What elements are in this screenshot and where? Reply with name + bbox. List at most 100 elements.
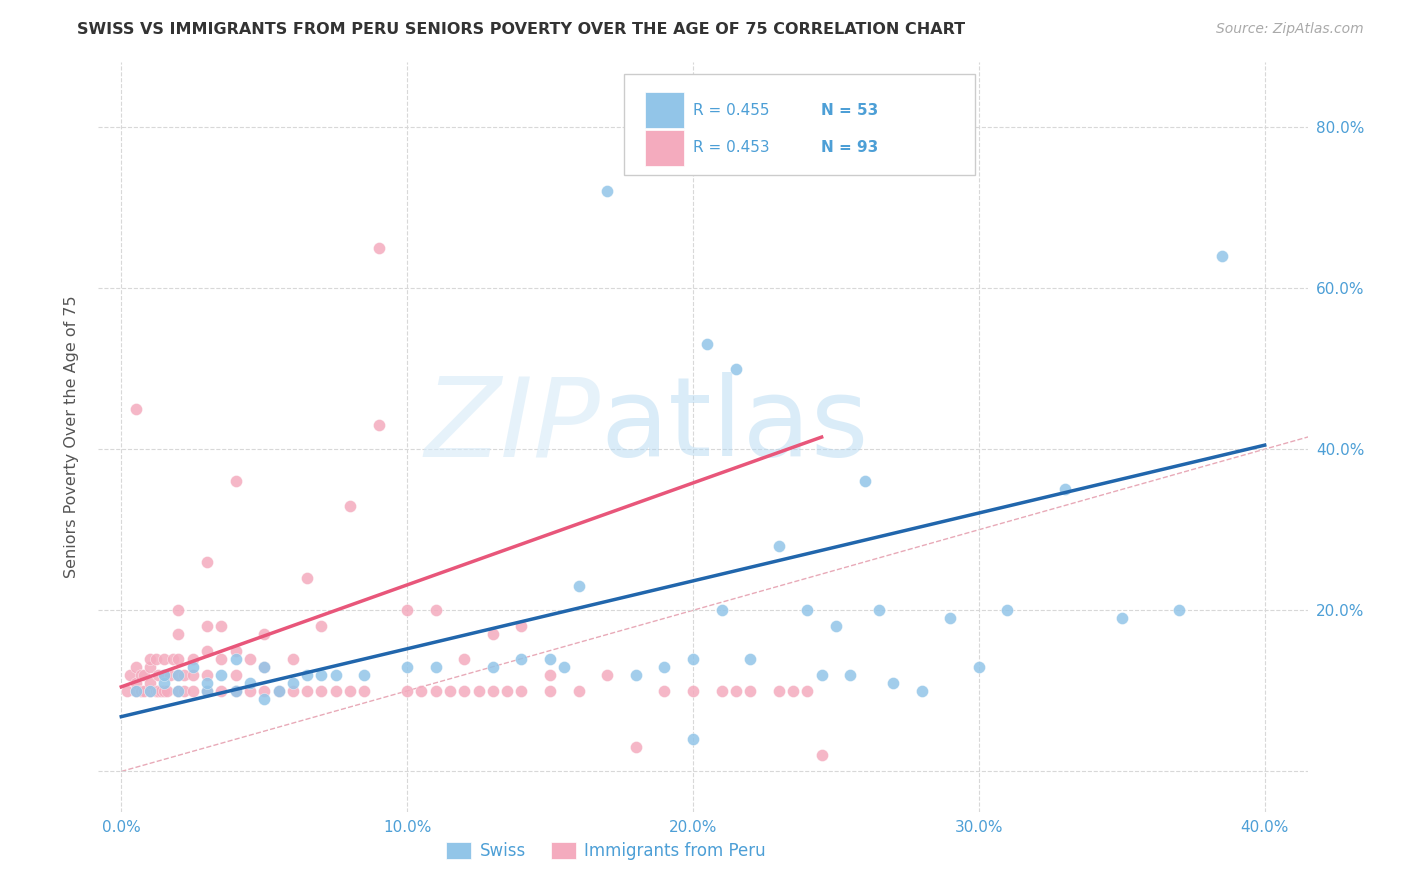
Point bbox=[553, 659, 575, 673]
Point bbox=[768, 539, 790, 553]
Point bbox=[134, 684, 156, 698]
Point bbox=[467, 684, 489, 698]
Point bbox=[654, 659, 676, 673]
Text: R = 0.453: R = 0.453 bbox=[693, 140, 770, 155]
Point bbox=[538, 684, 561, 698]
Point bbox=[153, 675, 176, 690]
Point bbox=[145, 651, 167, 665]
Point bbox=[167, 651, 190, 665]
Point bbox=[118, 667, 141, 681]
Point bbox=[153, 667, 176, 681]
Point bbox=[311, 684, 333, 698]
Point bbox=[810, 667, 832, 681]
Point bbox=[396, 684, 419, 698]
Point bbox=[538, 651, 561, 665]
Point bbox=[253, 659, 276, 673]
Point bbox=[181, 651, 204, 665]
Point bbox=[568, 684, 591, 698]
Text: R = 0.455: R = 0.455 bbox=[693, 103, 770, 118]
Point bbox=[148, 667, 170, 681]
Text: ZIP: ZIP bbox=[425, 372, 600, 479]
Point bbox=[353, 684, 375, 698]
Point bbox=[538, 667, 561, 681]
Point bbox=[853, 475, 876, 489]
Text: Source: ZipAtlas.com: Source: ZipAtlas.com bbox=[1216, 22, 1364, 37]
Point bbox=[682, 651, 704, 665]
Point bbox=[145, 684, 167, 698]
Y-axis label: Seniors Poverty Over the Age of 75: Seniors Poverty Over the Age of 75 bbox=[65, 296, 79, 578]
Point bbox=[148, 684, 170, 698]
Point bbox=[253, 659, 276, 673]
Point bbox=[710, 684, 733, 698]
Point bbox=[596, 185, 619, 199]
Point bbox=[482, 627, 505, 641]
Point bbox=[167, 684, 190, 698]
Point bbox=[439, 684, 461, 698]
Point bbox=[173, 684, 195, 698]
Point bbox=[796, 603, 818, 617]
Point bbox=[339, 684, 361, 698]
Point bbox=[311, 619, 333, 633]
Point bbox=[868, 603, 890, 617]
Point bbox=[195, 667, 218, 681]
Point bbox=[124, 659, 146, 673]
Point bbox=[253, 627, 276, 641]
Point bbox=[453, 684, 475, 698]
Point bbox=[596, 667, 619, 681]
Point bbox=[129, 667, 152, 681]
Point bbox=[1111, 611, 1133, 625]
Point bbox=[209, 667, 232, 681]
Point bbox=[281, 651, 304, 665]
Point bbox=[225, 684, 247, 698]
Point bbox=[425, 659, 447, 673]
Point bbox=[267, 684, 290, 698]
Text: atlas: atlas bbox=[600, 372, 869, 479]
Point bbox=[239, 651, 262, 665]
Point bbox=[167, 627, 190, 641]
Point bbox=[253, 692, 276, 706]
Point bbox=[740, 651, 762, 665]
Point bbox=[267, 684, 290, 698]
Point bbox=[396, 603, 419, 617]
Point bbox=[239, 675, 262, 690]
Point bbox=[1053, 483, 1076, 497]
Point bbox=[139, 684, 162, 698]
Point bbox=[796, 684, 818, 698]
Point bbox=[167, 603, 190, 617]
Text: N = 93: N = 93 bbox=[821, 140, 879, 155]
Point bbox=[281, 675, 304, 690]
Point bbox=[367, 241, 389, 255]
Point bbox=[124, 401, 146, 416]
Point bbox=[396, 659, 419, 673]
FancyBboxPatch shape bbox=[624, 74, 976, 175]
Point bbox=[1168, 603, 1191, 617]
Point bbox=[810, 748, 832, 763]
Point bbox=[225, 684, 247, 698]
Point bbox=[162, 651, 184, 665]
Point bbox=[139, 651, 162, 665]
Point bbox=[510, 619, 533, 633]
Point bbox=[1211, 249, 1233, 263]
Point bbox=[139, 659, 162, 673]
Point bbox=[682, 684, 704, 698]
Point bbox=[195, 684, 218, 698]
Point bbox=[181, 667, 204, 681]
Point bbox=[768, 684, 790, 698]
Point bbox=[825, 619, 848, 633]
FancyBboxPatch shape bbox=[645, 93, 683, 128]
Point bbox=[411, 684, 433, 698]
Point bbox=[195, 619, 218, 633]
Point bbox=[167, 667, 190, 681]
Point bbox=[124, 684, 146, 698]
Point bbox=[911, 684, 934, 698]
Point bbox=[181, 659, 204, 673]
Point bbox=[195, 555, 218, 569]
Point bbox=[129, 684, 152, 698]
Point bbox=[115, 684, 138, 698]
Point bbox=[510, 684, 533, 698]
Point bbox=[195, 675, 218, 690]
Point bbox=[225, 475, 247, 489]
FancyBboxPatch shape bbox=[645, 130, 683, 166]
Point bbox=[295, 684, 318, 698]
Point bbox=[496, 684, 519, 698]
